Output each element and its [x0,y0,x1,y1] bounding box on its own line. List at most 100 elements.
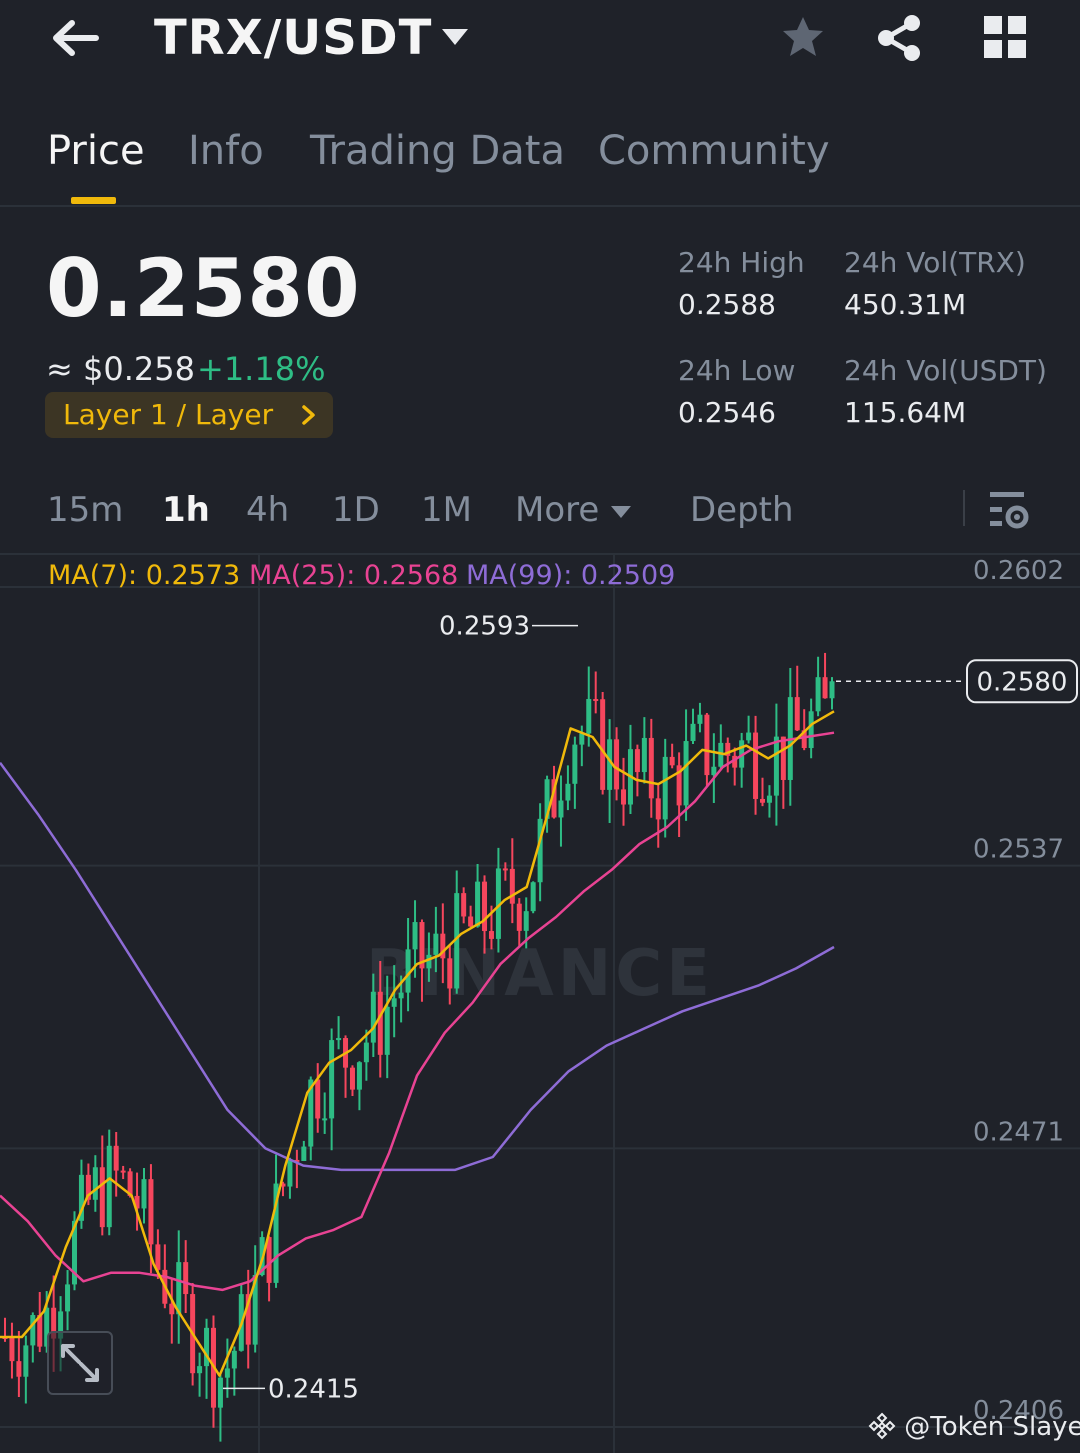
back-arrow-icon[interactable] [50,18,100,58]
candle-body [224,1368,230,1378]
markers-group: 0.2593 0.2415 0.2580 [223,612,1078,1404]
expand-chart-button[interactable] [47,1331,113,1395]
candle-body [725,742,731,756]
more-caret-down-icon[interactable] [610,504,632,518]
last-price-box [966,659,1078,704]
candle-body [51,1307,57,1339]
stat-24h-low-label: 24h Low [678,354,796,387]
candle-body [746,732,752,741]
chart-grid [0,553,1080,1453]
y-tick-label: 0.2602 [973,556,1064,586]
candle-body [690,723,696,742]
candle-body [183,1262,189,1295]
chevron-right-icon[interactable] [298,402,320,428]
interval-1h[interactable]: 1h [162,490,210,530]
approx-usd-price: ≈ $0.258 [46,350,195,388]
candle-body [711,766,717,776]
candle-body [370,991,376,1043]
chart-settings-icon[interactable] [988,490,1030,530]
ma7-legend: MA(7): 0.2573 [48,560,241,591]
candle-body [614,739,620,790]
candle-body [502,868,508,871]
candle-body [315,1079,321,1119]
tab-price[interactable]: Price [47,128,145,174]
candle-body [16,1361,22,1377]
tab-community[interactable]: Community [598,128,830,174]
last-price-label: 0.2580 [977,667,1068,697]
candle-body [197,1366,203,1374]
candle-body [148,1179,154,1245]
candle-body [134,1195,140,1209]
interval-1m[interactable]: 1M [421,490,472,530]
sector-tag-button[interactable] [45,392,333,438]
candle-body [377,991,383,1055]
star-icon[interactable] [780,14,826,60]
share-icon[interactable] [876,14,922,62]
candle-body [572,744,578,784]
candle-body [217,1377,223,1408]
candle-body [495,868,501,939]
candle-body [336,1038,342,1041]
active-tab-indicator [71,197,116,204]
candle-body [308,1079,314,1147]
grid-icon[interactable] [984,16,1026,58]
high-marker-label: 0.2593 [439,612,530,642]
candle-body [9,1337,15,1362]
price-change-percent: +1.18% [197,350,326,388]
candle-body [780,736,786,780]
candle-body [412,922,418,950]
chart-watermark: BINANCE [366,937,714,1011]
candle-body [301,1146,307,1161]
stat-24h-low-value: 0.2546 [678,396,776,429]
candle-body [468,916,474,927]
candle-body [621,789,627,805]
candle-body [641,737,647,773]
candle-body [565,783,571,801]
candle-body [85,1174,91,1200]
candle-body [718,742,724,767]
candle-body [23,1345,29,1377]
candle-body [822,677,828,699]
candle-body [280,1183,286,1187]
candle-body [113,1145,119,1171]
creator-watermark-label: @Token Slayer [904,1412,1080,1442]
candle-body [558,800,564,818]
stat-24h-high-value: 0.2588 [678,288,776,321]
ma-lines-group [0,710,835,1377]
candle-body [127,1171,133,1196]
caret-down-icon[interactable] [440,26,470,48]
interval-more[interactable]: More [515,490,600,530]
candle-body [530,882,536,912]
candle-body [440,933,446,959]
candle-body [294,1159,300,1162]
candle-body [600,699,606,790]
candle-body [523,911,529,931]
candle-body [120,1170,126,1173]
candle-body [65,1284,71,1312]
candle-body [99,1167,105,1228]
ma99-line [0,761,835,1172]
tab-trading-data[interactable]: Trading Data [310,128,565,174]
candle-body [766,795,772,803]
interval-15m[interactable]: 15m [47,490,124,530]
pair-title[interactable]: TRX/USDT [154,10,433,66]
candle-body [537,818,543,883]
candle-body [815,677,821,712]
stat-24h-vol-trx-label: 24h Vol(TRX) [844,246,1026,279]
sector-tag-label[interactable]: Layer 1 / Layer [63,398,274,431]
interval-depth[interactable]: Depth [690,490,794,530]
candle-body [808,711,814,749]
interval-1d[interactable]: 1D [332,490,380,530]
candle-body [273,1183,279,1283]
candle-body [329,1040,335,1119]
candle-body [231,1350,237,1369]
candle-body [697,714,703,724]
low-marker-label: 0.2415 [268,1374,359,1404]
candle-body [794,697,800,731]
expand-icon[interactable] [49,1333,111,1393]
tab-info[interactable]: Info [188,128,264,174]
interval-4h[interactable]: 4h [246,490,290,530]
candle-body [245,1294,251,1345]
candle-body [655,798,661,820]
